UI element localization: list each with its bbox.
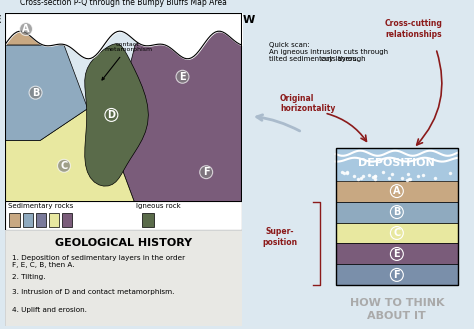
Text: A: A bbox=[22, 24, 30, 34]
Text: F: F bbox=[203, 167, 210, 177]
Text: Sedimentary rocks: Sedimentary rocks bbox=[8, 203, 73, 209]
Text: Quick scan:
An igneous intrusion cuts through
tilted sedimentary layers.: Quick scan: An igneous intrusion cuts th… bbox=[269, 42, 388, 62]
Text: contact
metamorphism: contact metamorphism bbox=[102, 41, 152, 80]
Text: C: C bbox=[393, 228, 401, 238]
Bar bbox=[9, 213, 20, 227]
Text: Super-
position: Super- position bbox=[262, 227, 298, 247]
Polygon shape bbox=[5, 45, 88, 140]
Polygon shape bbox=[5, 140, 242, 204]
Text: W: W bbox=[243, 14, 255, 25]
Polygon shape bbox=[85, 44, 148, 186]
Text: 2. Tilting.: 2. Tilting. bbox=[12, 274, 46, 280]
Bar bbox=[336, 181, 458, 202]
Text: Cross-cutting
relationships: Cross-cutting relationships bbox=[384, 19, 443, 39]
Bar bbox=[62, 213, 73, 227]
Text: Igneous rock: Igneous rock bbox=[137, 203, 181, 209]
Bar bbox=[142, 213, 154, 227]
Polygon shape bbox=[5, 109, 135, 204]
Bar bbox=[336, 222, 458, 243]
Text: B: B bbox=[32, 88, 39, 98]
Bar bbox=[336, 265, 458, 286]
Text: HOW TO THINK
ABOUT IT: HOW TO THINK ABOUT IT bbox=[350, 298, 444, 321]
Text: cuts through: cuts through bbox=[321, 57, 366, 63]
Text: 3. Intrusion of D and contact metamorphism.: 3. Intrusion of D and contact metamorphi… bbox=[12, 290, 174, 295]
Bar bbox=[36, 213, 46, 227]
Text: E: E bbox=[179, 72, 186, 82]
Text: Original
horizontality: Original horizontality bbox=[280, 93, 335, 113]
Polygon shape bbox=[111, 13, 242, 204]
Bar bbox=[336, 148, 458, 286]
Text: DEPOSITION: DEPOSITION bbox=[358, 158, 435, 168]
Text: 1. Deposition of sedimentary layers in the order
F, E, C, B, then A.: 1. Deposition of sedimentary layers in t… bbox=[12, 255, 185, 268]
Text: F: F bbox=[393, 270, 400, 280]
Text: Cross-section P-Q through the Bumpy Bluffs Map Area: Cross-section P-Q through the Bumpy Bluf… bbox=[20, 0, 227, 7]
Text: E: E bbox=[393, 249, 400, 259]
FancyBboxPatch shape bbox=[5, 230, 242, 326]
Bar bbox=[49, 213, 59, 227]
Text: B: B bbox=[393, 207, 401, 217]
Text: E: E bbox=[0, 14, 1, 25]
Bar bbox=[336, 243, 458, 265]
Text: 4. Uplift and erosion.: 4. Uplift and erosion. bbox=[12, 307, 87, 313]
Bar bbox=[336, 202, 458, 222]
FancyBboxPatch shape bbox=[5, 201, 242, 230]
Text: D: D bbox=[108, 110, 115, 120]
Bar bbox=[23, 213, 33, 227]
Text: A: A bbox=[393, 186, 401, 196]
Bar bbox=[336, 148, 458, 181]
Polygon shape bbox=[5, 13, 64, 45]
Text: GEOLOGICAL HISTORY: GEOLOGICAL HISTORY bbox=[55, 238, 192, 248]
Text: C: C bbox=[60, 161, 68, 171]
